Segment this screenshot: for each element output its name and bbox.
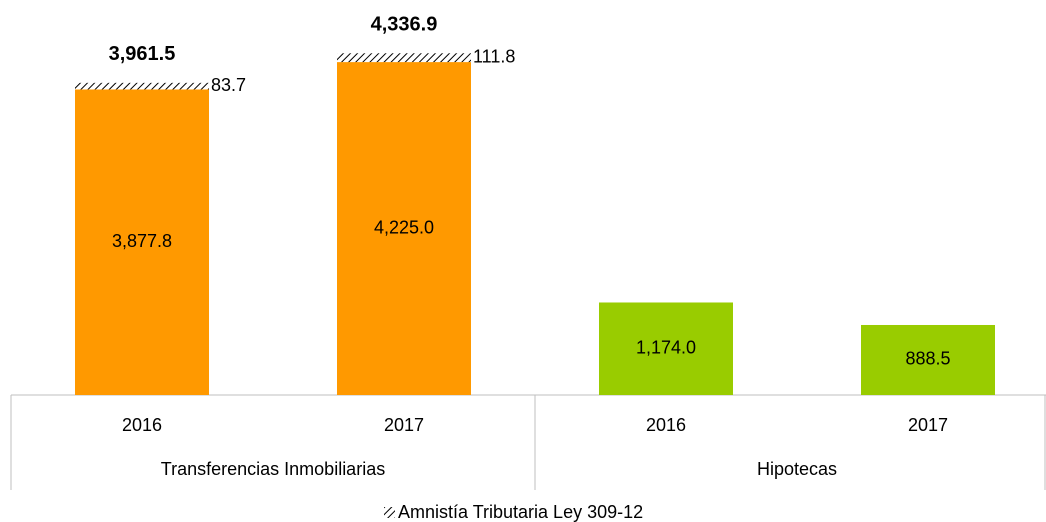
- bar-value-label: 3,877.8: [112, 231, 172, 251]
- bar-value-label: 1,174.0: [636, 337, 696, 357]
- x-tick-label: 2017: [384, 415, 424, 435]
- x-tick-label: 2016: [646, 415, 686, 435]
- bar-value-label: 4,225.0: [374, 217, 434, 237]
- amnesty-bar: [337, 53, 471, 63]
- bar: [599, 302, 733, 395]
- x-tick-label: 2017: [908, 415, 948, 435]
- legend-swatch: [384, 507, 395, 518]
- bar: [75, 89, 209, 396]
- bar-value-label: 888.5: [905, 349, 950, 369]
- total-label: 3,961.5: [109, 43, 176, 65]
- group-label: Hipotecas: [757, 459, 837, 479]
- bar: [337, 62, 471, 395]
- amnesty-bar: [75, 82, 209, 90]
- bar: [861, 324, 995, 395]
- amnesty-value-label: 83.7: [211, 75, 246, 95]
- x-tick-label: 2016: [122, 415, 162, 435]
- amnesty-value-label: 111.8: [473, 46, 515, 66]
- group-label: Transferencias Inmobiliarias: [161, 459, 385, 479]
- legend-label: Amnistía Tributaria Ley 309-12: [398, 502, 643, 522]
- total-label: 4,336.9: [371, 14, 438, 36]
